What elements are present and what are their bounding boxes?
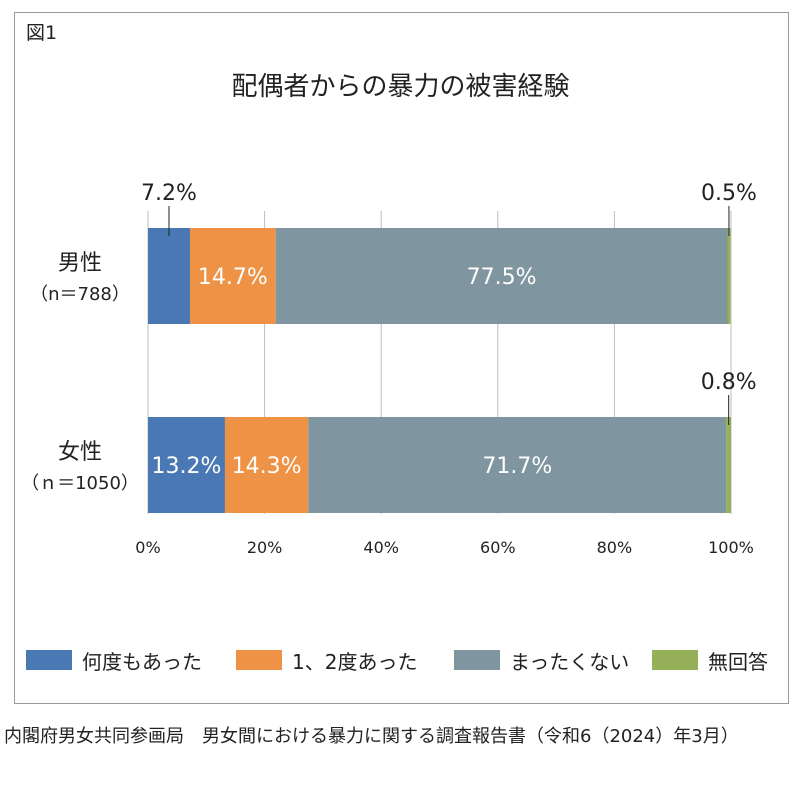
data-label: 71.7% xyxy=(482,454,552,479)
bar-segment xyxy=(148,417,225,513)
stacked-bar-chart: 0% 20% 40% 60% 80% 100% 男性 （n＝788） 7.2% 14.7% 77.5… xyxy=(21,181,757,557)
category-label: 女性 xyxy=(58,440,102,465)
legend-item: 1、2度あった xyxy=(236,646,417,674)
data-label: 13.2% xyxy=(152,454,222,479)
data-label: 0.8% xyxy=(701,370,757,395)
legend-item: 何度もあった xyxy=(26,646,202,674)
chart-title: 配偶者からの暴力の被害経験 xyxy=(231,72,570,102)
data-label: 77.5% xyxy=(467,265,537,290)
bar-segment xyxy=(224,417,309,513)
figure-label: 図1 xyxy=(26,22,58,44)
bar-segment xyxy=(726,417,731,513)
legend-item: 無回答 xyxy=(652,646,768,674)
bar-segment xyxy=(308,417,727,513)
bar-segment xyxy=(189,228,276,324)
data-label: 14.7% xyxy=(198,265,268,290)
x-tick-label: 100% xyxy=(708,538,754,557)
x-tick-label: 40% xyxy=(363,538,399,557)
figure-frame xyxy=(14,12,789,704)
category-label: 男性 xyxy=(58,251,102,276)
legend-label: まったくない xyxy=(510,649,630,674)
bar-segment xyxy=(727,228,731,324)
category-sublabel: （n＝788） xyxy=(30,284,130,305)
legend-item: まったくない xyxy=(454,646,629,674)
x-tick-label: 20% xyxy=(247,538,283,557)
legend-swatch xyxy=(26,650,72,670)
bar-segment xyxy=(275,228,728,324)
source-note: 内閣府男女共同参画局 男女間における暴力に関する調査報告書（令和6（2024）年… xyxy=(4,726,739,747)
legend-label: 1、2度あった xyxy=(292,649,418,674)
category-sublabel: （ｎ＝1050） xyxy=(21,473,139,494)
data-label: 7.2% xyxy=(141,181,197,206)
legend-label: 無回答 xyxy=(708,649,768,674)
x-tick-label: 80% xyxy=(597,538,633,557)
data-label: 0.5% xyxy=(701,181,757,206)
legend-swatch xyxy=(454,650,500,670)
legend-swatch xyxy=(652,650,698,670)
bar-segment xyxy=(148,228,190,324)
x-tick-label: 0% xyxy=(135,538,160,557)
legend: 何度もあった 1、2度あった まったくない 無回答 xyxy=(26,646,786,674)
x-tick-label: 60% xyxy=(480,538,516,557)
legend-swatch xyxy=(236,650,282,670)
data-label: 14.3% xyxy=(232,454,302,479)
legend-label: 何度もあった xyxy=(82,649,202,674)
